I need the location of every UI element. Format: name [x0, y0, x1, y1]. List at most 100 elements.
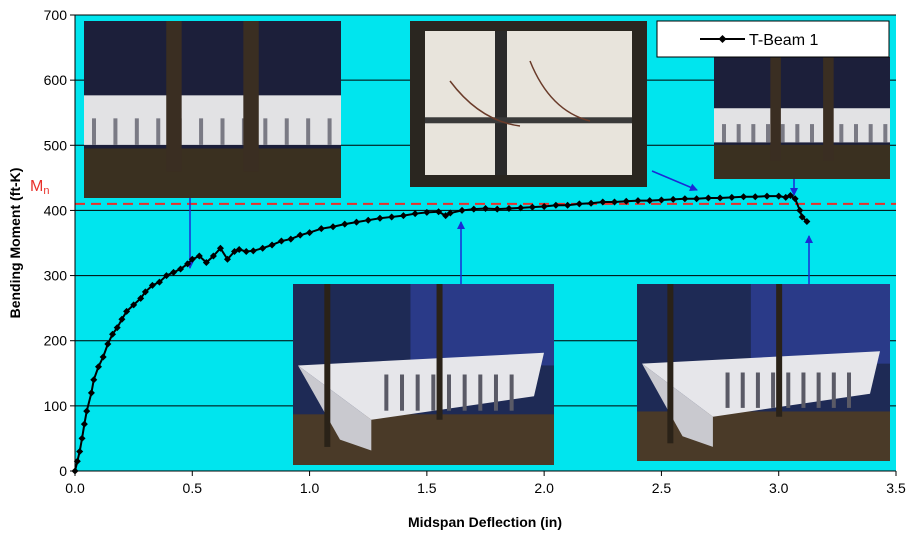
legend-marker: [718, 35, 727, 43]
x-axis-title: Midspan Deflection (in): [408, 514, 562, 530]
data-point: [90, 376, 98, 384]
data-point: [657, 196, 665, 204]
data-point: [94, 363, 102, 371]
data-point: [73, 457, 81, 465]
data-point: [188, 255, 196, 263]
y-tick-label: 500: [44, 137, 68, 153]
photos-layer: [84, 21, 890, 465]
y-tick-label: 400: [44, 202, 68, 218]
data-point: [791, 195, 799, 203]
data-point: [287, 235, 295, 243]
data-point: [634, 197, 642, 205]
data-point: [728, 193, 736, 201]
data-point: [646, 197, 654, 205]
data-point: [740, 193, 748, 201]
x-tick-label: 3.5: [886, 480, 906, 496]
data-point: [104, 340, 112, 348]
data-point: [306, 229, 314, 237]
data-point: [411, 210, 419, 218]
photo-inset: [714, 57, 890, 179]
photo-inset: [84, 21, 341, 198]
data-point: [209, 252, 217, 260]
data-point: [235, 246, 243, 254]
data-point: [162, 272, 170, 280]
data-point: [376, 214, 384, 222]
data-point: [317, 225, 325, 233]
data-point: [681, 195, 689, 203]
photo-inset: [637, 284, 890, 461]
data-point: [716, 194, 724, 202]
data-point: [775, 192, 783, 200]
photo-arrow: [651, 170, 698, 191]
data-point: [195, 252, 203, 260]
data-point: [803, 218, 811, 226]
data-point: [341, 220, 349, 228]
x-tick-label: 0.0: [65, 480, 85, 496]
y-tick-label: 700: [44, 7, 68, 23]
data-point: [505, 204, 513, 212]
data-point: [296, 231, 304, 239]
data-point: [552, 201, 560, 209]
data-point: [564, 201, 572, 209]
data-point: [669, 195, 677, 203]
data-point: [113, 324, 121, 332]
x-tick-labels: 0.0 0.5 1.0 1.5 2.0 2.5 3.0 3.5: [65, 471, 906, 496]
data-point: [442, 212, 450, 220]
data-point: [786, 191, 794, 199]
data-point: [493, 205, 501, 213]
photo-arrows: [186, 170, 813, 284]
axes: [74, 15, 896, 472]
data-point: [528, 203, 536, 211]
data-point: [83, 407, 91, 415]
data-point: [177, 265, 185, 273]
data-point: [216, 244, 224, 252]
data-point: [76, 447, 84, 455]
y-axis-title: Bending Moment (ft-K): [7, 168, 23, 319]
x-tick-label: 2.0: [534, 480, 554, 496]
data-point: [611, 198, 619, 206]
data-point: [599, 198, 607, 206]
photo-inset: [293, 284, 554, 465]
data-point: [622, 197, 630, 205]
data-point: [249, 247, 257, 255]
y-tick-label: 100: [44, 398, 68, 414]
legend-box: [656, 20, 890, 58]
data-point: [763, 192, 771, 200]
data-point: [796, 206, 804, 214]
data-point: [704, 194, 712, 202]
data-point: [268, 241, 276, 249]
data-point: [109, 330, 117, 338]
data-point: [80, 420, 88, 428]
data-point: [78, 434, 86, 442]
data-point: [277, 237, 285, 245]
data-point: [137, 294, 145, 302]
data-point: [223, 255, 231, 263]
data-point: [242, 247, 250, 255]
data-point: [517, 204, 525, 212]
series-t-beam-1: [71, 191, 811, 475]
nominal-moment-reference: Mn: [30, 178, 896, 205]
data-point: [155, 278, 163, 286]
data-point: [99, 353, 107, 361]
data-point: [423, 208, 431, 216]
y-tick-label: 0: [59, 463, 67, 479]
nominal-moment-label: Mn: [30, 178, 49, 197]
data-point: [87, 389, 95, 397]
data-point: [130, 301, 138, 309]
x-tick-label: 0.5: [183, 480, 203, 496]
photo-inset: [410, 21, 647, 187]
data-point: [458, 206, 466, 214]
nominal-moment-label-sub: n: [43, 185, 49, 197]
data-point: [388, 213, 396, 221]
data-point: [470, 205, 478, 213]
y-tick-label: 600: [44, 72, 68, 88]
data-point: [184, 260, 192, 268]
x-tick-label: 3.0: [769, 480, 789, 496]
data-point: [148, 281, 156, 289]
data-point: [170, 268, 178, 276]
data-point: [141, 288, 149, 296]
y-tick-label: 300: [44, 268, 68, 284]
x-tick-label: 1.5: [417, 480, 437, 496]
data-point: [399, 212, 407, 220]
